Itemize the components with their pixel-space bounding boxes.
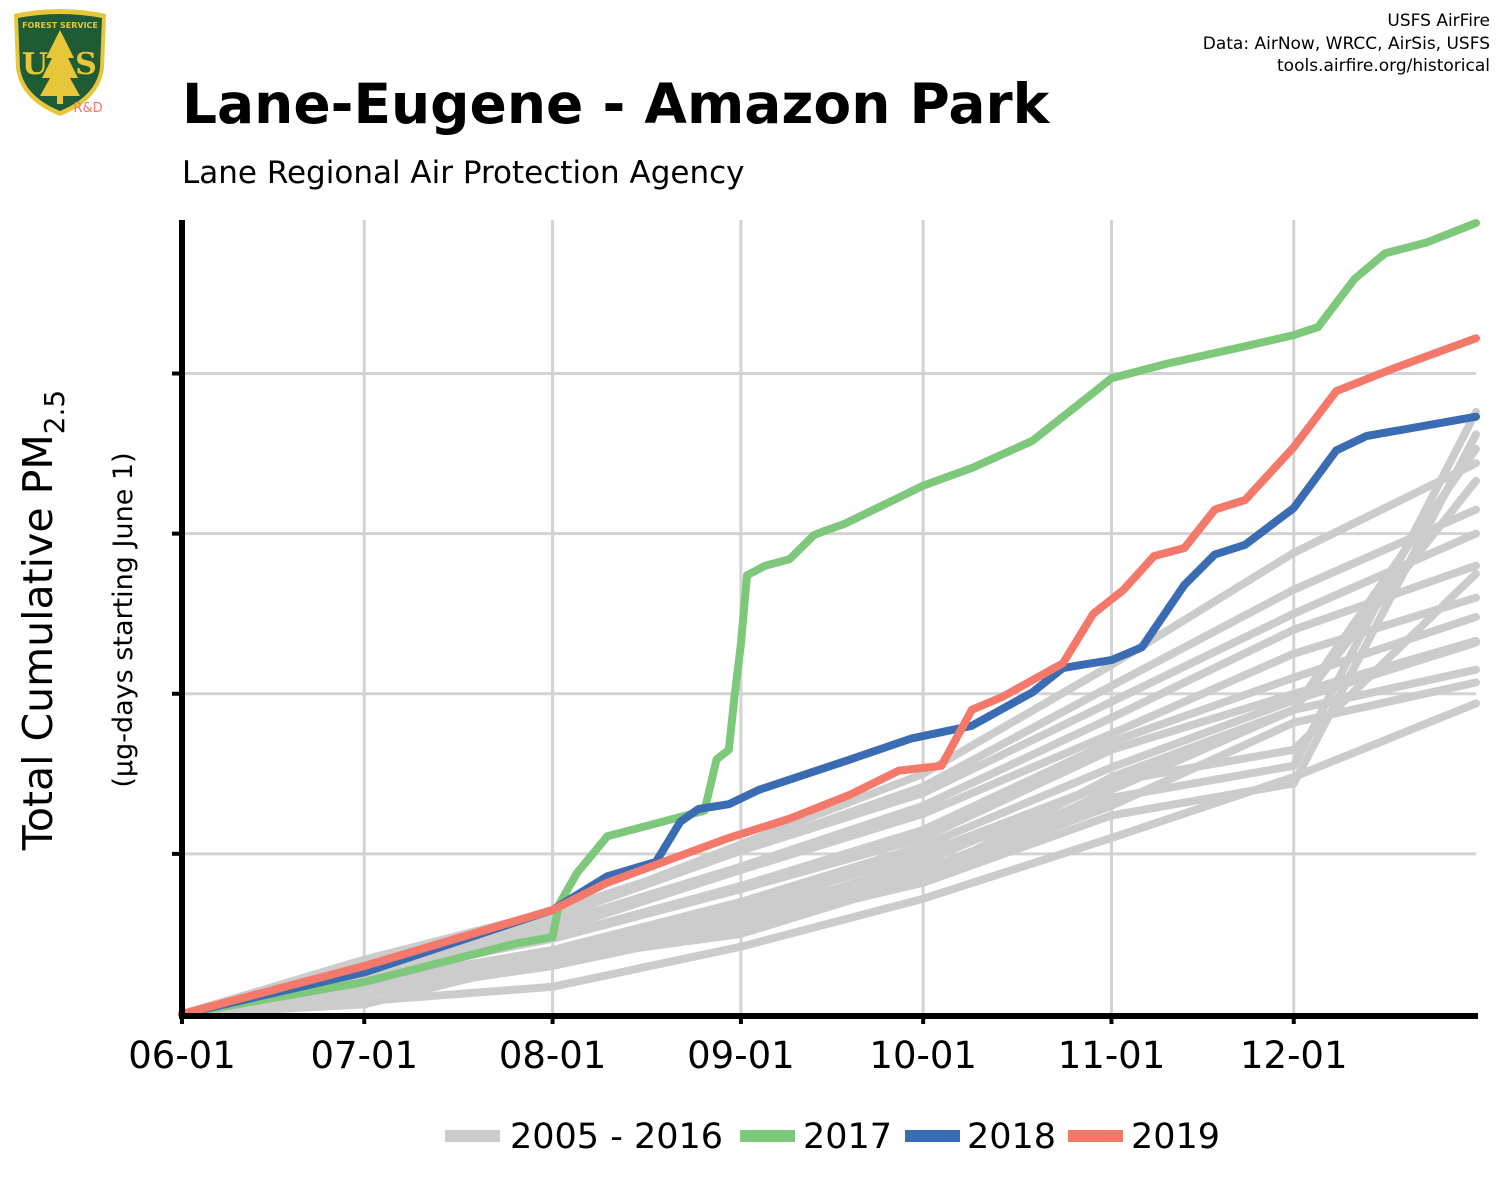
x-tick-label: 06-01 [128,1034,236,1077]
svg-text:U: U [22,47,48,82]
x-tick-label: 09-01 [687,1034,795,1077]
credit-url: tools.airfire.org/historical [1277,56,1490,76]
legend-label: 2019 [1131,1117,1220,1157]
series-lines [178,219,1480,1018]
legend-label: 2005 - 2016 [510,1117,723,1157]
y-axis-label: Total Cumulative PM2.5 [14,390,71,851]
x-tick-label: 08-01 [499,1034,607,1077]
series-line-2005-2016 [178,529,1480,1018]
legend-label: 2017 [803,1117,892,1157]
legend: 2005 - 2016 2017 2018 2019 [445,1117,1220,1157]
series-line-2017 [178,219,1480,1018]
svg-text:FOREST SERVICE: FOREST SERVICE [22,21,98,30]
y-axis-units: (µg-days starting June 1) [108,452,139,787]
series-line-2005-2016 [178,699,1480,1018]
series-line-2019 [178,334,1480,1018]
forest-service-logo: U S FOREST SERVICE R&D [8,8,112,120]
series-line-2005-2016 [178,476,1480,1018]
credit-agency: USFS AirFire [1387,11,1490,31]
x-tick-label: 10-01 [869,1034,977,1077]
svg-text:S: S [75,47,97,82]
axis-ticks: 06-01 07-01 08-01 09-01 10-01 11-01 12-01 [128,371,1348,1077]
chart-subtitle: Lane Regional Air Protection Agency [182,155,745,191]
legend-label: 2018 [967,1117,1056,1157]
x-tick-label: 12-01 [1240,1034,1348,1077]
series-line-2005-2016 [178,569,1480,1018]
series-line-2005-2016 [178,505,1480,1018]
x-tick-label: 11-01 [1058,1034,1166,1077]
series-line-2005-2016 [178,561,1480,1018]
credit-data-sources: Data: AirNow, WRCC, AirSis, USFS [1202,34,1490,54]
rd-badge: R&D [73,101,102,116]
series-line-2005-2016 [178,636,1480,1018]
chart-title: Lane-Eugene - Amazon Park [182,72,1050,136]
x-tick-label: 07-01 [310,1034,418,1077]
series-line-2005-2016 [178,459,1480,1018]
chart-svg: 06-01 07-01 08-01 09-01 10-01 11-01 12-01 Tota… [14,219,1480,1077]
